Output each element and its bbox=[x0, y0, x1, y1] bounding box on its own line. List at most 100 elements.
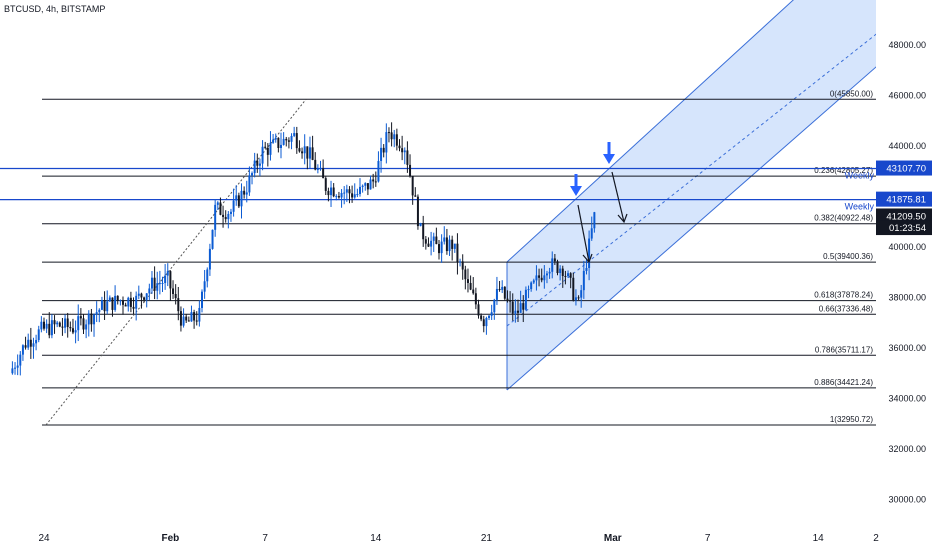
candle-body bbox=[206, 269, 209, 282]
candle-body bbox=[140, 293, 143, 298]
candle-body bbox=[316, 168, 319, 170]
signal-arrow-2-head bbox=[603, 154, 615, 164]
candle-body bbox=[219, 202, 222, 215]
candle-body bbox=[517, 310, 519, 313]
price-axis-label: 46000.00 bbox=[888, 91, 926, 101]
candle-body bbox=[359, 186, 361, 195]
candle-body bbox=[535, 275, 538, 281]
candle-body bbox=[511, 301, 514, 314]
candle-body bbox=[132, 306, 135, 309]
candle-body bbox=[448, 239, 451, 252]
candle-body bbox=[203, 281, 206, 292]
candle-body bbox=[193, 312, 196, 321]
candle-body bbox=[572, 277, 575, 301]
candle-body bbox=[432, 236, 435, 241]
channel-lower-line bbox=[506, 17, 932, 391]
price-tag bbox=[876, 160, 932, 176]
candle-body bbox=[222, 214, 225, 217]
candle-body bbox=[524, 289, 527, 310]
candle-body bbox=[382, 147, 385, 153]
candle-body bbox=[422, 223, 425, 240]
fib-level-label: 0.886(34421.24) bbox=[814, 378, 873, 387]
candle-body bbox=[56, 322, 59, 325]
candle-body bbox=[211, 229, 214, 249]
chart-title: BTCUSD, 4h, BITSTAMP bbox=[4, 4, 106, 14]
candle-body bbox=[493, 299, 496, 313]
candle-body bbox=[69, 327, 72, 329]
candle-body bbox=[174, 294, 177, 299]
weekly-label: Weekly bbox=[845, 171, 875, 181]
candle-body bbox=[251, 173, 254, 176]
candle-body bbox=[129, 297, 132, 307]
candle-body bbox=[514, 310, 517, 314]
candle-body bbox=[490, 312, 493, 316]
candle-body bbox=[127, 297, 130, 307]
price-tag bbox=[876, 220, 932, 236]
candle-body bbox=[419, 223, 422, 227]
candle-body bbox=[532, 280, 535, 283]
candle-body bbox=[398, 145, 401, 149]
candle-body bbox=[480, 315, 483, 320]
candle-body bbox=[519, 303, 522, 313]
fib-level-label: 0.5(39400.36) bbox=[823, 252, 873, 261]
candle-body bbox=[588, 238, 591, 268]
candle-body bbox=[100, 300, 103, 310]
candle-body bbox=[227, 213, 230, 220]
candle-body bbox=[169, 271, 172, 289]
candle-body bbox=[377, 160, 380, 182]
candle-body bbox=[53, 320, 56, 325]
candle-body bbox=[482, 319, 485, 327]
candle-body bbox=[401, 148, 404, 153]
candle-body bbox=[37, 329, 40, 341]
channel-fill bbox=[507, 0, 932, 390]
candle-body bbox=[143, 297, 146, 300]
candle-body bbox=[353, 194, 356, 198]
candle-body bbox=[543, 275, 546, 281]
candle-body bbox=[553, 258, 556, 262]
candle-body bbox=[387, 132, 390, 134]
candle-body bbox=[414, 195, 417, 197]
candle-body bbox=[16, 365, 19, 368]
fib-level-label: 0(45850.00) bbox=[830, 89, 873, 98]
candle-body bbox=[574, 297, 577, 301]
candle-body bbox=[135, 295, 138, 309]
price-tag-label: 41875.81 bbox=[886, 195, 926, 206]
candle-body bbox=[585, 267, 588, 271]
candle-body bbox=[77, 316, 80, 331]
candle-body bbox=[424, 239, 427, 244]
candle-body bbox=[150, 277, 153, 289]
candle-body bbox=[335, 196, 338, 198]
candle-body bbox=[172, 288, 175, 295]
candle-body bbox=[590, 228, 593, 239]
time-axis-label: 7 bbox=[262, 533, 268, 544]
price-axis-label: 34000.00 bbox=[888, 394, 926, 404]
candle-body bbox=[580, 290, 583, 298]
candle-body bbox=[214, 204, 217, 230]
candle-body bbox=[264, 146, 267, 148]
candle-body bbox=[35, 340, 38, 344]
candle-body bbox=[556, 261, 559, 274]
candle-body bbox=[530, 282, 533, 290]
candle-body bbox=[24, 345, 27, 348]
candle-body bbox=[208, 248, 211, 270]
candle-body bbox=[145, 293, 148, 300]
candle-body bbox=[161, 282, 164, 284]
candle-body bbox=[506, 298, 509, 301]
channel-mid-line bbox=[506, 0, 921, 327]
candle-body bbox=[319, 168, 322, 170]
candle-body bbox=[390, 132, 393, 140]
candle-body bbox=[116, 295, 119, 301]
candle-body bbox=[472, 289, 475, 294]
candle-body bbox=[114, 295, 117, 310]
candle-body bbox=[345, 189, 348, 193]
candle-body bbox=[567, 273, 570, 277]
candle-body bbox=[248, 175, 251, 193]
fib-level-label: 0.236(42805.27) bbox=[814, 166, 873, 175]
candle-body bbox=[182, 316, 185, 326]
time-axis-label: 7 bbox=[705, 533, 711, 544]
candle-body bbox=[509, 300, 512, 302]
candle-body bbox=[235, 195, 238, 201]
candle-body bbox=[280, 144, 282, 149]
time-axis-label: 2 bbox=[873, 533, 879, 544]
